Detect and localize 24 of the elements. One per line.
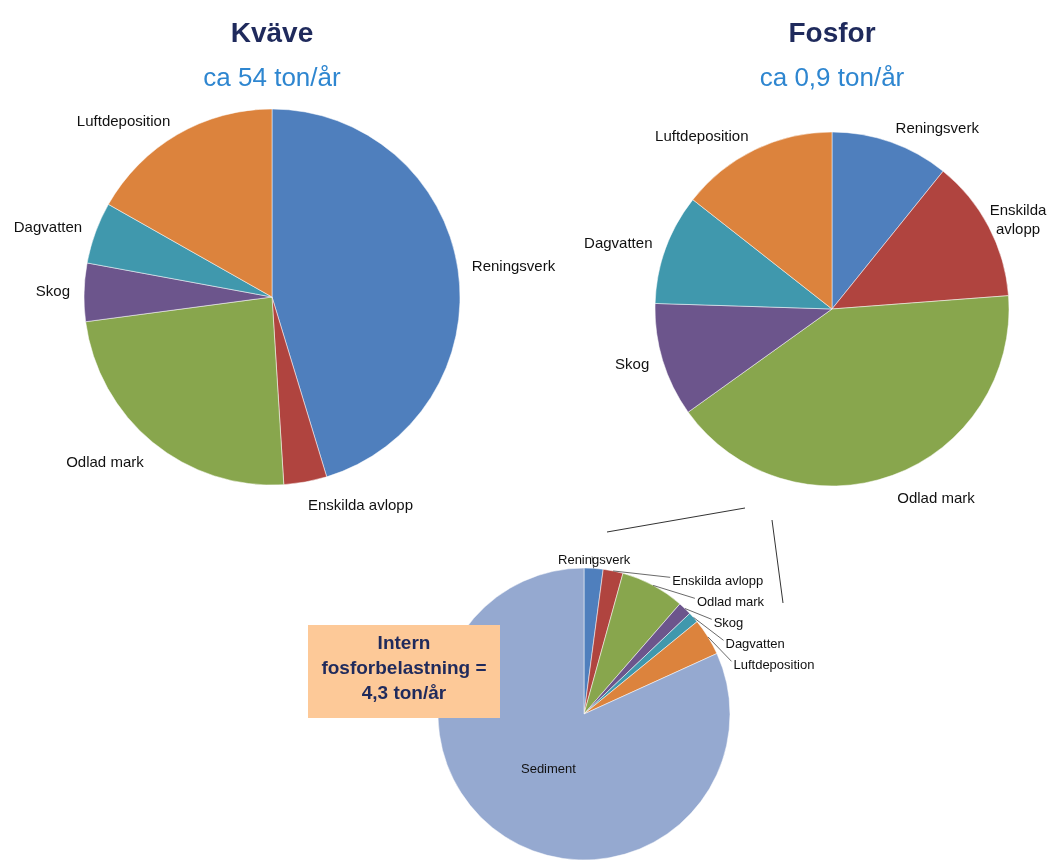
slice-label: Skog <box>615 354 650 372</box>
slice-label: Reningsverk <box>558 552 631 568</box>
chart-subtitle: ca 54 ton/år <box>203 62 341 92</box>
slice-label: Luftdeposition <box>733 657 815 673</box>
slice-label: Enskilda avlopp <box>672 573 764 589</box>
slice-label: Odlad mark <box>66 453 145 471</box>
slice-label: Sediment <box>520 761 577 777</box>
slice-label: Luftdeposition <box>76 112 171 130</box>
slice-label: Enskilda avlopp <box>989 201 1047 238</box>
slice-label: Reningsverk <box>471 257 556 275</box>
chart-subtitle: ca 0,9 ton/år <box>759 62 905 92</box>
slice-label: Dagvatten <box>13 217 83 235</box>
slice-label: Odlad mark <box>897 488 976 506</box>
slice-label: Skog <box>713 615 744 631</box>
slice-label: Skog <box>35 281 71 299</box>
slice-label: Dagvatten <box>725 636 785 652</box>
chart-title: Kväve <box>230 17 314 48</box>
slice-label: Dagvatten <box>584 233 653 251</box>
slice-label: Enskilda avlopp <box>307 495 414 513</box>
text: Intern fosforbelastning = 4,3 ton/år <box>321 632 487 703</box>
slice-label: Luftdeposition <box>655 127 749 145</box>
slice-label: Reningsverk <box>895 118 980 136</box>
slice-label: Odlad mark <box>696 594 765 610</box>
chart-title: Fosfor <box>788 17 876 48</box>
